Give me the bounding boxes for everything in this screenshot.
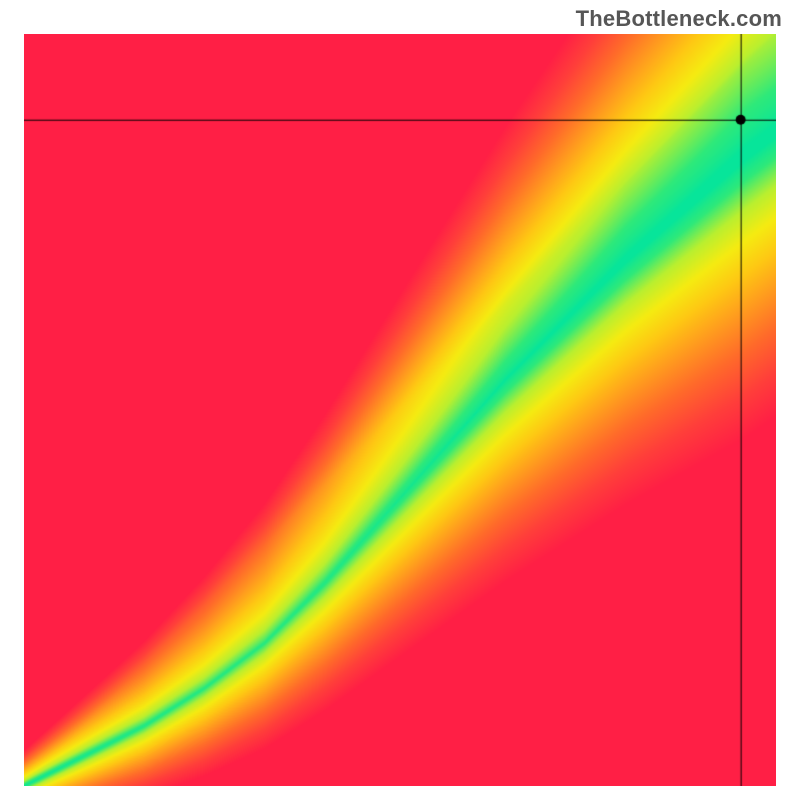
bottleneck-heatmap	[24, 34, 776, 786]
watermark-text: TheBottleneck.com	[576, 6, 782, 32]
heatmap-canvas	[24, 34, 776, 786]
